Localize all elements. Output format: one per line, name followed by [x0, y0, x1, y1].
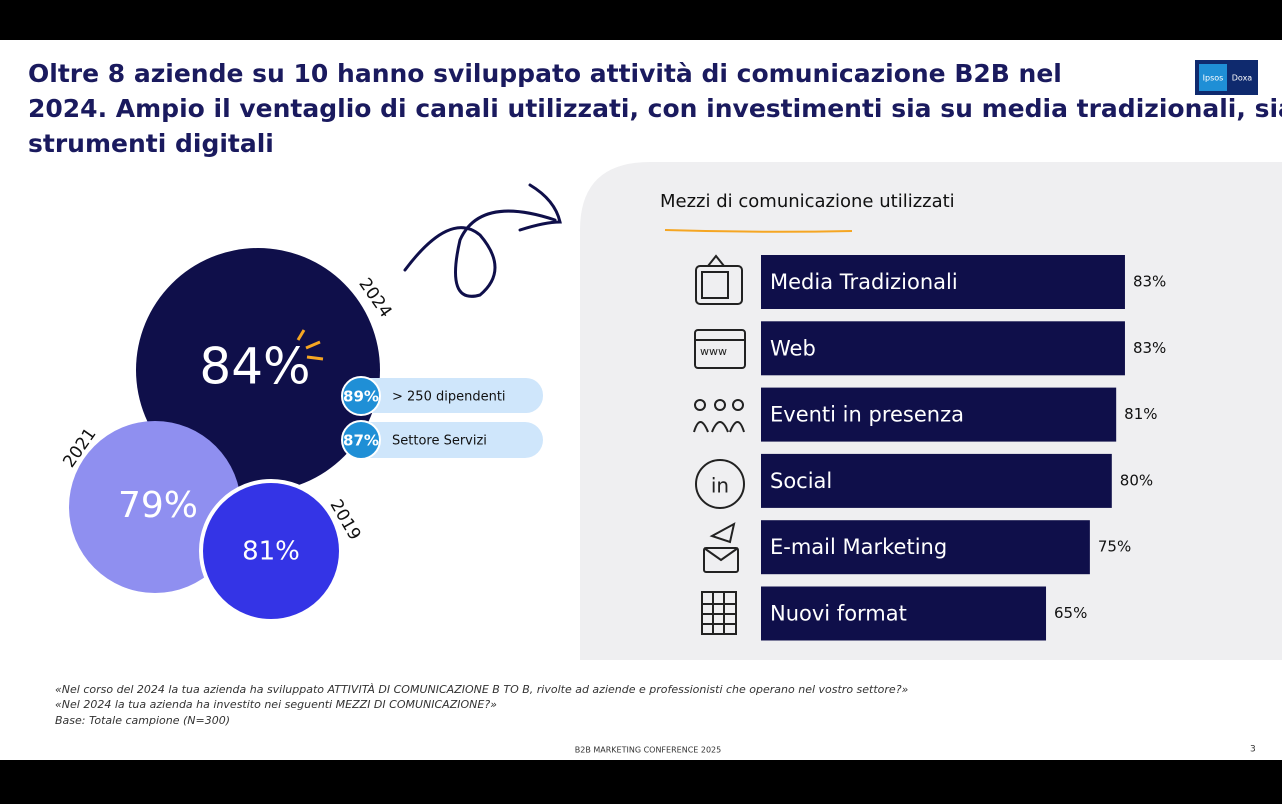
bar: [761, 453, 1112, 508]
value-label: 81%: [1124, 405, 1157, 423]
bubble: [69, 421, 241, 593]
bar-category: Nuovi format: [770, 602, 907, 626]
icons: [693, 254, 746, 635]
bar-category: Social: [770, 469, 832, 493]
spark: [296, 329, 324, 361]
footnote: «Nel corso del 2024 la tua azienda ha sv…: [55, 683, 909, 696]
value-label: 83%: [1133, 339, 1166, 357]
pill: [342, 422, 543, 458]
pill-value: 89%: [343, 388, 379, 406]
value-label: 80%: [1120, 471, 1153, 489]
pill: [342, 378, 543, 413]
icon-text: in: [711, 474, 729, 498]
value-label: 83%: [1133, 273, 1166, 291]
bubble: [136, 248, 380, 492]
pill-label: > 250 dipendenti: [392, 390, 506, 405]
bubble: [199, 479, 343, 623]
footnote: «Nel 2024 la tua azienda ha investito ne…: [55, 698, 497, 711]
page-number: 3: [1250, 745, 1256, 755]
bar: [761, 255, 1125, 309]
bar-category: E-mail Marketing: [770, 535, 947, 559]
arrow: [403, 183, 562, 298]
bubble-label: 79%: [118, 485, 198, 526]
underline: [664, 229, 853, 233]
chart-title: Mezzi di comunicazione utilizzati: [660, 191, 955, 212]
pill-label: Settore Servizi: [392, 434, 487, 449]
bubble-label: 84%: [199, 338, 310, 396]
logo-text: Ipsos: [1203, 74, 1224, 83]
icon-text: www: [700, 345, 727, 358]
footnote: Base: Totale campione (N=300): [55, 714, 230, 727]
pill-value: 87%: [343, 432, 379, 450]
footer: B2B MARKETING CONFERENCE 2025: [575, 746, 721, 755]
value-label: 65%: [1054, 604, 1087, 622]
bar: [761, 586, 1047, 641]
bar-category: Web: [770, 336, 816, 360]
value-label: 75%: [1098, 538, 1131, 556]
bar-category: Eventi in presenza: [770, 403, 964, 427]
pill-badge: [341, 376, 381, 416]
logo-text: Doxa: [1232, 74, 1253, 83]
bar: [761, 321, 1125, 376]
bar: [761, 520, 1090, 575]
bubble-label: 81%: [242, 537, 300, 567]
bar-category: Media Tradizionali: [770, 270, 958, 294]
bar: [761, 387, 1117, 442]
title: Oltre 8 aziende su 10 hanno sviluppato a…: [28, 59, 1282, 158]
logo-mark: [1199, 64, 1227, 91]
pill-badge: [341, 420, 381, 460]
